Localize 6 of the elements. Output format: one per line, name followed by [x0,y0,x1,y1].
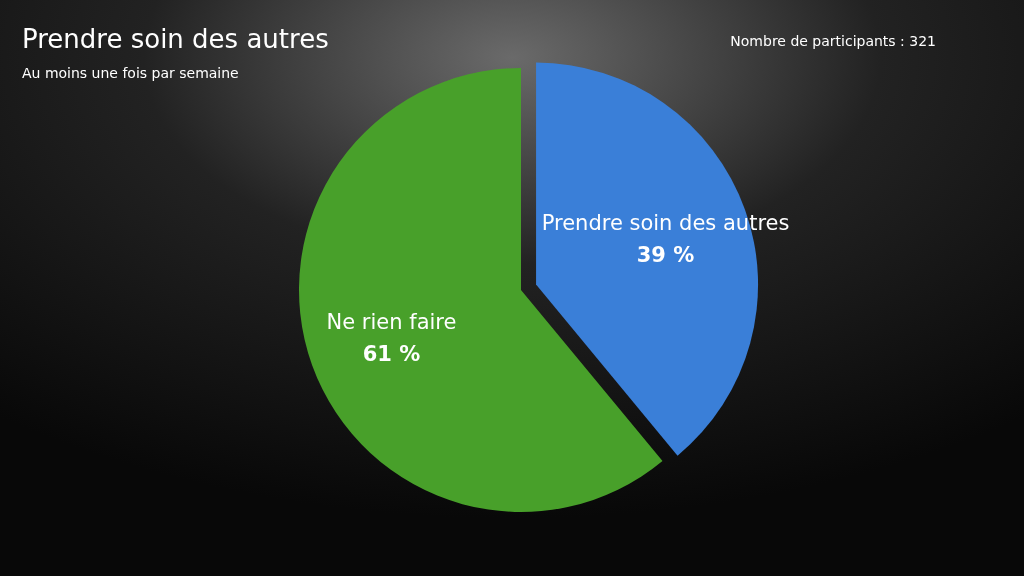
data-label: 61 % [362,341,421,366]
chart-title: Prendre soin des autres [22,24,329,54]
text: Au moins une fois par semaine [22,65,239,81]
data-label: 39 % [636,242,695,267]
text: Nombre de participants : 321 [730,33,936,49]
slice-label: Ne rien faire [326,309,457,334]
